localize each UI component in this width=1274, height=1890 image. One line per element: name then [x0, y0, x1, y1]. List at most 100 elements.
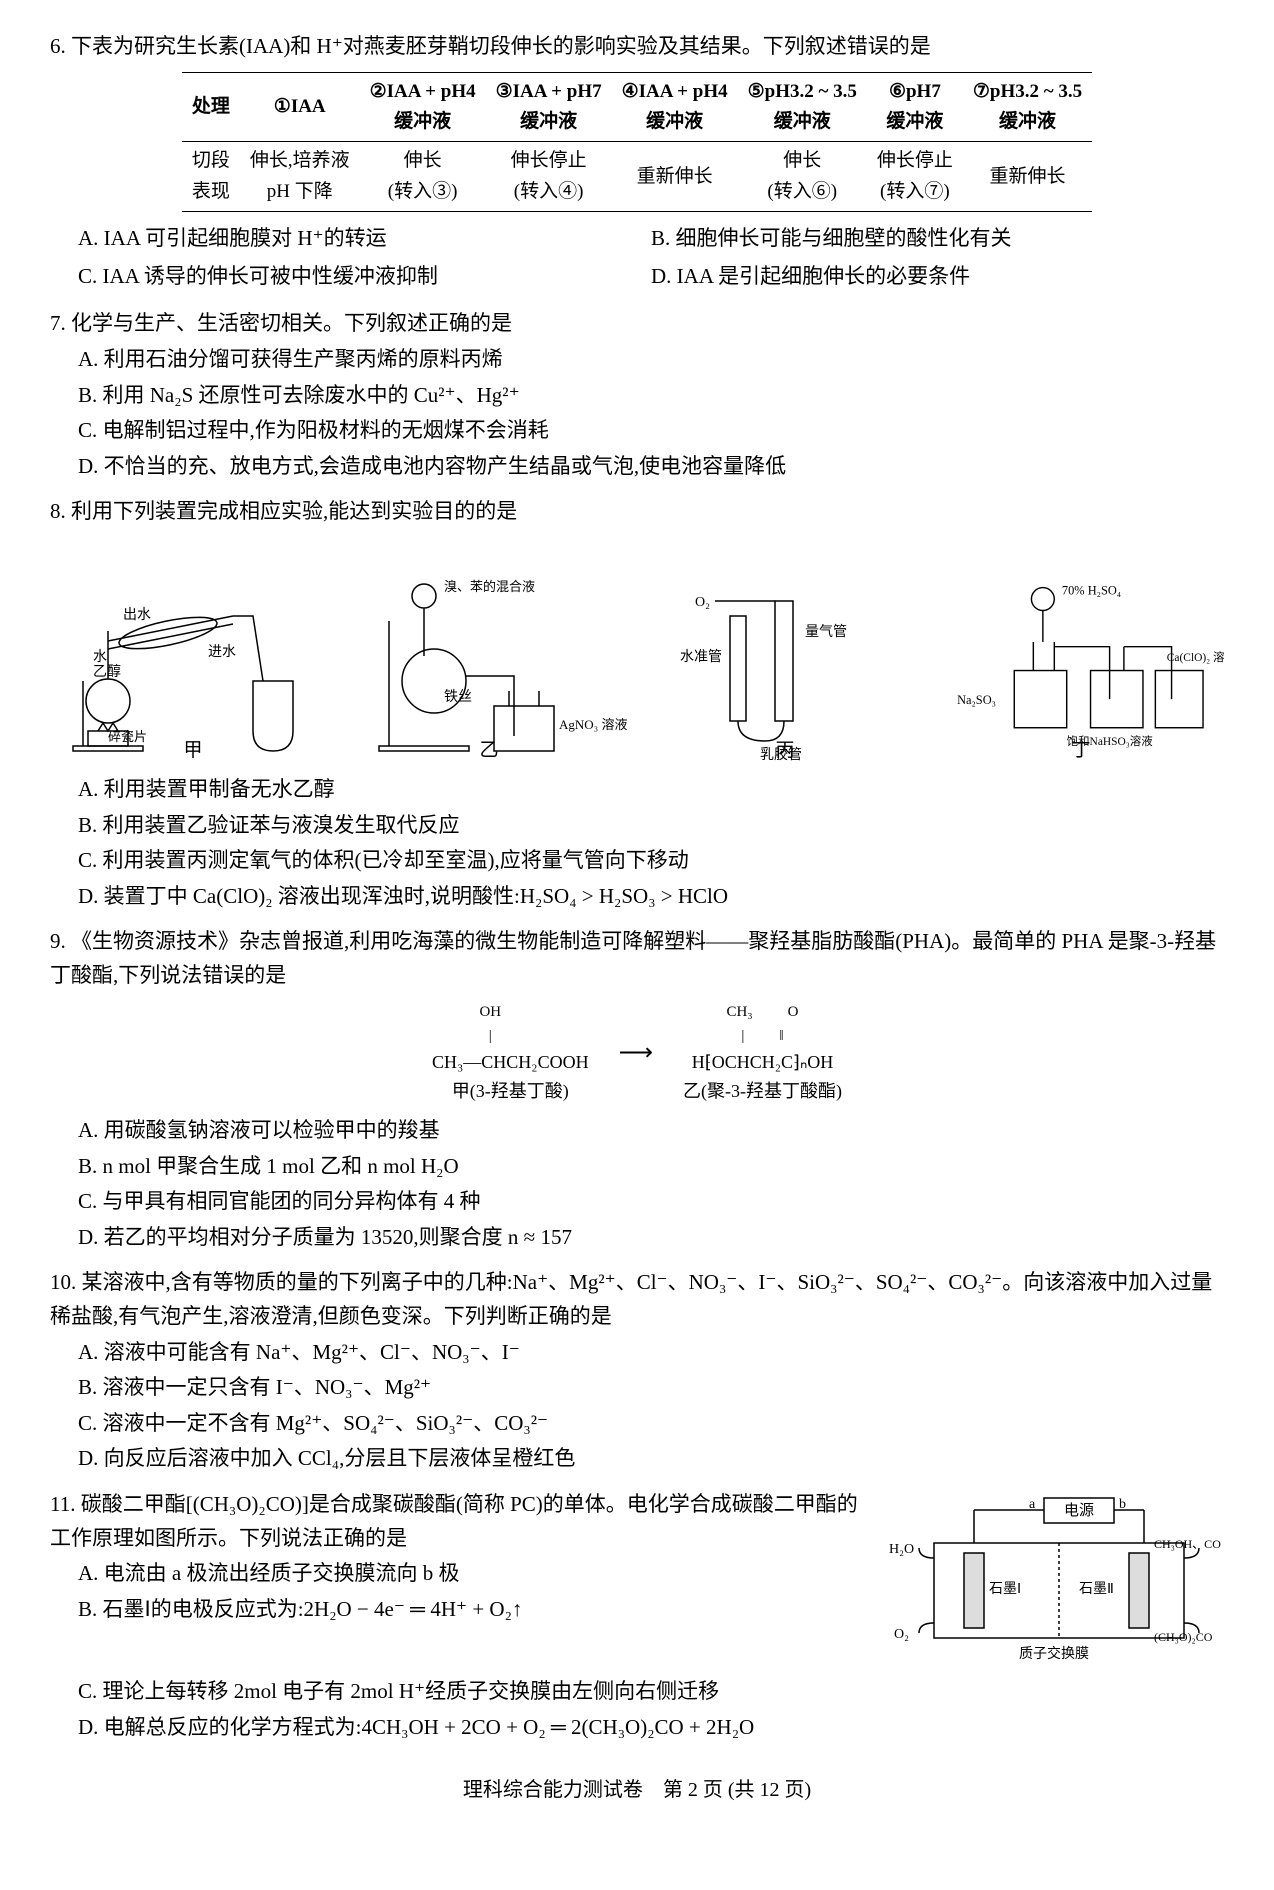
q9-optC: C. 与甲具有相同官能团的同分异构体有 4 种 — [78, 1185, 1224, 1219]
apparatus-3: O₂ 水准管 量气管 乳胶管 丙 — [642, 561, 928, 761]
q10-optC: C. 溶液中一定不含有 Mg²⁺、SO₄²⁻、SiO₃²⁻、CO₃²⁻ — [78, 1407, 1224, 1441]
apparatus-1: 出水 水 乙醇 进水 碎瓷片 甲 — [50, 561, 336, 761]
question-8: 8. 利用下列装置完成相应实验,能达到实验目的的是 — [50, 495, 1224, 913]
q9-optD: D. 若乙的平均相对分子质量为 13520,则聚合度 n ≈ 157 — [78, 1221, 1224, 1255]
q10-num: 10. — [50, 1270, 76, 1294]
reaction-icon: 溴、苯的混合液 铁丝 AgNO₃ 溶液 — [346, 561, 632, 761]
apparatus-4: 70% H₂SO₄ Na₂SO₃ Ca(ClO)₂ 溶液 饱和NaHSO₃溶液 … — [938, 561, 1224, 761]
q9-num: 9. — [50, 929, 66, 953]
q11-optD: D. 电解总反应的化学方程式为:4CH₃OH + 2CO + O₂ ═ 2(CH… — [78, 1711, 1224, 1745]
svg-text:石墨Ⅰ: 石墨Ⅰ — [989, 1582, 1021, 1597]
q8-optD: D. 装置丁中 Ca(ClO)₂ 溶液出现浑浊时,说明酸性:H₂SO₄ > H₂… — [78, 880, 1224, 914]
question-6: 6. 下表为研究生长素(IAA)和 H⁺对燕麦胚芽鞘切段伸长的影响实验及其结果。… — [50, 30, 1224, 295]
q11-num: 11. — [50, 1492, 75, 1516]
q6-num: 6. — [50, 34, 66, 58]
q7-options: A. 利用石油分馏可获得生产聚丙烯的原料丙烯 B. 利用 Na₂S 还原性可去除… — [50, 343, 1224, 483]
q7-num: 7. — [50, 311, 66, 335]
q6-options: A. IAA 可引起细胞膜对 H⁺的转运 B. 细胞伸长可能与细胞壁的酸性化有关… — [50, 220, 1224, 295]
app2-label: 乙 — [479, 736, 498, 766]
name-1: 甲(3-羟基丁酸) — [432, 1077, 589, 1106]
q11-optB: B. 石墨Ⅰ的电极反应式为:2H₂O − 4e⁻ ═ 4H⁺ + O₂↑ — [78, 1593, 864, 1627]
td-1: 伸长,培养液 pH 下降 — [240, 142, 360, 212]
formula-1: CH₃—CHCH₂COOH — [432, 1048, 589, 1077]
svg-text:碎瓷片: 碎瓷片 — [108, 729, 147, 744]
svg-text:进水: 进水 — [208, 644, 236, 660]
gas-gen-icon: 70% H₂SO₄ Na₂SO₃ Ca(ClO)₂ 溶液 饱和NaHSO₃溶液 — [938, 561, 1224, 761]
electrolysis-icon: 电源 a b H₂O O₂ 石墨Ⅰ 石墨Ⅱ CH₃OH、CO (CH₃O)₂CO… — [884, 1493, 1224, 1673]
q11-optA: A. 电流由 a 极流出经质子交换膜流向 b 极 — [78, 1557, 864, 1591]
app3-label: 丙 — [775, 736, 794, 766]
ch3-label: CH₃ — [727, 1000, 753, 1024]
svg-text:出水: 出水 — [123, 607, 151, 623]
gas-measure-icon: O₂ 水准管 量气管 乳胶管 — [642, 561, 928, 761]
app1-label: 甲 — [183, 736, 202, 766]
th-3: ③IAA + pH7 缓冲液 — [486, 72, 612, 142]
q6-text: 下表为研究生长素(IAA)和 H⁺对燕麦胚芽鞘切段伸长的影响实验及其结果。下列叙… — [71, 34, 931, 58]
q9-text: 《生物资源技术》杂志曾报道,利用吃海藻的微生物能制造可降解塑料——聚羟基脂肪酸酯… — [50, 929, 1216, 987]
svg-text:铁丝: 铁丝 — [444, 689, 472, 705]
q8-optB: B. 利用装置乙验证苯与液溴发生取代反应 — [78, 809, 1224, 843]
svg-text:Ca(ClO)₂ 溶液: Ca(ClO)₂ 溶液 — [1167, 650, 1224, 664]
td-7: 重新伸长 — [963, 142, 1092, 212]
q7-optD: D. 不恰当的充、放电方式,会造成电池内容物产生结晶或气泡,使电池容量降低 — [78, 450, 1224, 484]
page-footer: 理科综合能力测试卷 第 2 页 (共 12 页) — [50, 1774, 1224, 1806]
q8-optC: C. 利用装置丙测定氧气的体积(已冷却至室温),应将量气管向下移动 — [78, 844, 1224, 878]
th-4: ④IAA + pH4 缓冲液 — [612, 72, 738, 142]
q8-num: 8. — [50, 499, 66, 523]
svg-text:O₂: O₂ — [894, 1627, 909, 1642]
svg-text:质子交换膜: 质子交换膜 — [1019, 1645, 1089, 1662]
svg-text:b: b — [1119, 1497, 1126, 1512]
svg-text:乙醇: 乙醇 — [93, 663, 121, 680]
q10-options: A. 溶液中可能含有 Na⁺、Mg²⁺、Cl⁻、NO₃⁻、I⁻ B. 溶液中一定… — [50, 1336, 1224, 1476]
q6-optA: A. IAA 可引起细胞膜对 H⁺的转运 — [78, 222, 651, 256]
q6-optC: C. IAA 诱导的伸长可被中性缓冲液抑制 — [78, 260, 651, 294]
distillation-icon: 出水 水 乙醇 进水 碎瓷片 — [50, 561, 336, 761]
q6-optB: B. 细胞伸长可能与细胞壁的酸性化有关 — [651, 222, 1224, 256]
td-4: 重新伸长 — [612, 142, 738, 212]
q7-optA: A. 利用石油分馏可获得生产聚丙烯的原料丙烯 — [78, 343, 1224, 377]
q8-optA: A. 利用装置甲制备无水乙醇 — [78, 773, 1224, 807]
svg-text:电源: 电源 — [1064, 1502, 1094, 1519]
q11-options-top: A. 电流由 a 极流出经质子交换膜流向 b 极 B. 石墨Ⅰ的电极反应式为:2… — [50, 1557, 864, 1626]
svg-text:(CH₃O)₂CO: (CH₃O)₂CO — [1154, 1630, 1213, 1644]
svg-text:水准管: 水准管 — [680, 649, 722, 665]
q7-optC: C. 电解制铝过程中,作为阳极材料的无烟煤不会消耗 — [78, 414, 1224, 448]
o-label: O — [788, 1000, 799, 1024]
svg-text:a: a — [1029, 1497, 1036, 1512]
svg-text:CH₃OH、CO: CH₃OH、CO — [1154, 1537, 1221, 1551]
struct-1: OH | CH₃—CHCH₂COOH 甲(3-羟基丁酸) — [432, 1000, 589, 1106]
q9-optB: B. n mol 甲聚合生成 1 mol 乙和 n mol H₂O — [78, 1150, 1224, 1184]
electrolysis-diagram: 电源 a b H₂O O₂ 石墨Ⅰ 石墨Ⅱ CH₃OH、CO (CH₃O)₂CO… — [884, 1493, 1224, 1673]
th-6: ⑥pH7 缓冲液 — [867, 72, 963, 142]
th-2: ②IAA + pH4 缓冲液 — [360, 72, 486, 142]
q10-optB: B. 溶液中一定只含有 I⁻、NO₃⁻、Mg²⁺ — [78, 1371, 1224, 1405]
question-10: 10. 某溶液中,含有等物质的量的下列离子中的几种:Na⁺、Mg²⁺、Cl⁻、N… — [50, 1266, 1224, 1476]
q11-text: 碳酸二甲酯[(CH₃O)₂CO)]是合成聚碳酸酯(简称 PC)的单体。电化学合成… — [50, 1492, 858, 1550]
q9-options: A. 用碳酸氢钠溶液可以检验甲中的羧基 B. n mol 甲聚合生成 1 mol… — [50, 1114, 1224, 1254]
th-7: ⑦pH3.2 ~ 3.5 缓冲液 — [963, 72, 1092, 142]
q7-optB: B. 利用 Na₂S 还原性可去除废水中的 Cu²⁺、Hg²⁺ — [78, 379, 1224, 413]
q6-optD: D. IAA 是引起细胞伸长的必要条件 — [651, 260, 1224, 294]
svg-text:AgNO₃ 溶液: AgNO₃ 溶液 — [559, 717, 627, 732]
svg-text:量气管: 量气管 — [805, 624, 847, 640]
q10-optA: A. 溶液中可能含有 Na⁺、Mg²⁺、Cl⁻、NO₃⁻、I⁻ — [78, 1336, 1224, 1370]
td-6: 伸长停止 (转入⑦) — [867, 142, 963, 212]
q6-table: 处理 ①IAA ②IAA + pH4 缓冲液 ③IAA + pH7 缓冲液 ④I… — [182, 72, 1092, 213]
q7-text: 化学与生产、生活密切相关。下列叙述正确的是 — [71, 311, 512, 335]
q8-options: A. 利用装置甲制备无水乙醇 B. 利用装置乙验证苯与液溴发生取代反应 C. 利… — [50, 773, 1224, 913]
oh-label: OH — [392, 1000, 589, 1024]
question-11: 11. 碳酸二甲酯[(CH₃O)₂CO)]是合成聚碳酸酯(简称 PC)的单体。电… — [50, 1488, 1224, 1744]
apparatus-2: 溴、苯的混合液 铁丝 AgNO₃ 溶液 乙 — [346, 561, 632, 761]
td-5: 伸长 (转入⑥) — [738, 142, 867, 212]
th-5: ⑤pH3.2 ~ 3.5 缓冲液 — [738, 72, 867, 142]
arrow-icon: ⟶ — [619, 1034, 653, 1072]
question-7: 7. 化学与生产、生活密切相关。下列叙述正确的是 A. 利用石油分馏可获得生产聚… — [50, 307, 1224, 483]
struct-2: CH₃ O |‖ H⁅OCHCH₂C⁆ₙOH 乙(聚-3-羟基丁酸酯) — [683, 1000, 842, 1106]
q8-text: 利用下列装置完成相应实验,能达到实验目的的是 — [71, 499, 517, 523]
question-9: 9. 《生物资源技术》杂志曾报道,利用吃海藻的微生物能制造可降解塑料——聚羟基脂… — [50, 925, 1224, 1254]
td-2: 伸长 (转入③) — [360, 142, 486, 212]
th-1: ①IAA — [240, 72, 360, 142]
q10-optD: D. 向反应后溶液中加入 CCl₄,分层且下层液体呈橙红色 — [78, 1442, 1224, 1476]
row-label: 切段 表现 — [182, 142, 240, 212]
name-2: 乙(聚-3-羟基丁酸酯) — [683, 1077, 842, 1106]
